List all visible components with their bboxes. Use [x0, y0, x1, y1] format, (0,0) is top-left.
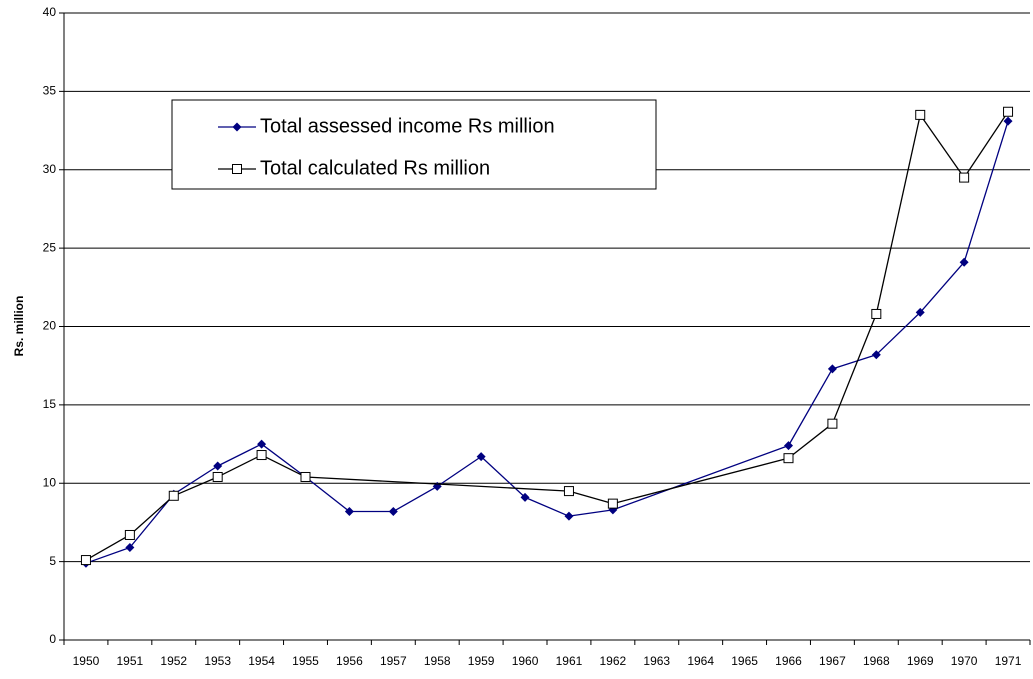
y-tick-label: 5: [49, 554, 56, 568]
line-segment: [788, 423, 833, 459]
point: [344, 506, 354, 516]
point: [1003, 116, 1013, 126]
point: [915, 109, 926, 120]
point: [564, 511, 574, 521]
x-tick-label: 1959: [468, 654, 495, 668]
point: [125, 543, 135, 553]
line-segment: [919, 114, 965, 178]
x-tick-label: 1956: [336, 654, 363, 668]
legend-box: [171, 99, 657, 190]
point: [784, 441, 793, 451]
point: [300, 471, 311, 482]
y-tick-label: 35: [43, 84, 57, 98]
point: [232, 122, 242, 132]
x-tick-label: 1955: [292, 654, 319, 668]
x-tick-label: 1958: [424, 654, 451, 668]
point: [520, 492, 530, 502]
line-segment: [568, 490, 614, 505]
line-segment: [787, 368, 833, 446]
x-tick-label: 1964: [687, 654, 714, 668]
x-tick-label: 1951: [117, 654, 144, 668]
x-tick-label: 1952: [160, 654, 187, 668]
point: [212, 471, 223, 482]
x-tick-label: 1969: [907, 654, 934, 668]
point: [476, 452, 486, 462]
line-segment: [612, 445, 789, 511]
line-segment: [173, 476, 218, 497]
line-segment: [261, 443, 306, 478]
point: [168, 490, 179, 501]
point: [563, 486, 574, 497]
point: [607, 498, 618, 509]
line-segment: [392, 485, 438, 513]
x-tick-label: 1970: [951, 654, 978, 668]
x-tick-label: 1966: [775, 654, 802, 668]
x-tick-label: 1965: [731, 654, 758, 668]
point: [959, 172, 970, 183]
y-tick-label: 10: [43, 475, 57, 489]
point: [1003, 106, 1014, 117]
y-tick-label: 40: [43, 5, 57, 19]
y-tick-label: 0: [49, 632, 56, 646]
x-tick-label: 1957: [380, 654, 407, 668]
point: [213, 461, 223, 471]
point: [959, 257, 969, 267]
line-segment: [305, 476, 569, 492]
x-tick-label: 1962: [600, 654, 627, 668]
line-segment: [568, 509, 613, 517]
line-segment: [832, 354, 877, 370]
x-tick-label: 1971: [995, 654, 1022, 668]
line-segment: [480, 456, 526, 498]
line-segment: [963, 120, 1009, 263]
point: [257, 439, 267, 449]
legend-label: Total calculated Rs million: [260, 157, 490, 179]
y-tick-label: 15: [43, 397, 57, 411]
line-segment: [217, 443, 262, 467]
x-tick-label: 1968: [863, 654, 890, 668]
line-segment: [875, 311, 921, 356]
line-segment: [85, 534, 131, 561]
line-segment: [129, 495, 175, 536]
x-tick-label: 1953: [204, 654, 231, 668]
line-segment: [436, 456, 482, 487]
line-segment: [963, 111, 1009, 178]
point: [827, 418, 838, 429]
x-tick-label: 1967: [819, 654, 846, 668]
point: [871, 350, 881, 360]
point: [232, 164, 242, 174]
x-tick-label: 1963: [643, 654, 670, 668]
line-segment: [831, 313, 877, 424]
legend-label: Total assessed income Rs million: [260, 115, 555, 137]
y-tick-label: 25: [43, 240, 57, 254]
line-segment: [524, 496, 570, 517]
point: [80, 555, 91, 566]
x-tick-label: 1960: [512, 654, 539, 668]
x-tick-label: 1954: [248, 654, 275, 668]
line-segment: [305, 476, 350, 512]
point: [388, 506, 398, 516]
y-tick-label: 30: [43, 162, 57, 176]
line-segment: [261, 454, 306, 478]
point: [871, 308, 882, 319]
line-segment: [875, 114, 921, 315]
y-axis-title: Rs. million: [12, 296, 26, 357]
y-tick-label: 20: [43, 319, 57, 333]
line-segment: [173, 465, 219, 495]
point: [256, 450, 267, 461]
point: [915, 307, 925, 317]
line-segment: [217, 454, 262, 478]
point: [783, 453, 794, 464]
point: [827, 364, 837, 374]
line-segment: [919, 261, 965, 313]
x-tick-label: 1950: [73, 654, 100, 668]
x-tick-label: 1961: [556, 654, 583, 668]
point: [124, 529, 135, 540]
line-segment: [85, 546, 131, 564]
line-segment: [612, 457, 789, 505]
